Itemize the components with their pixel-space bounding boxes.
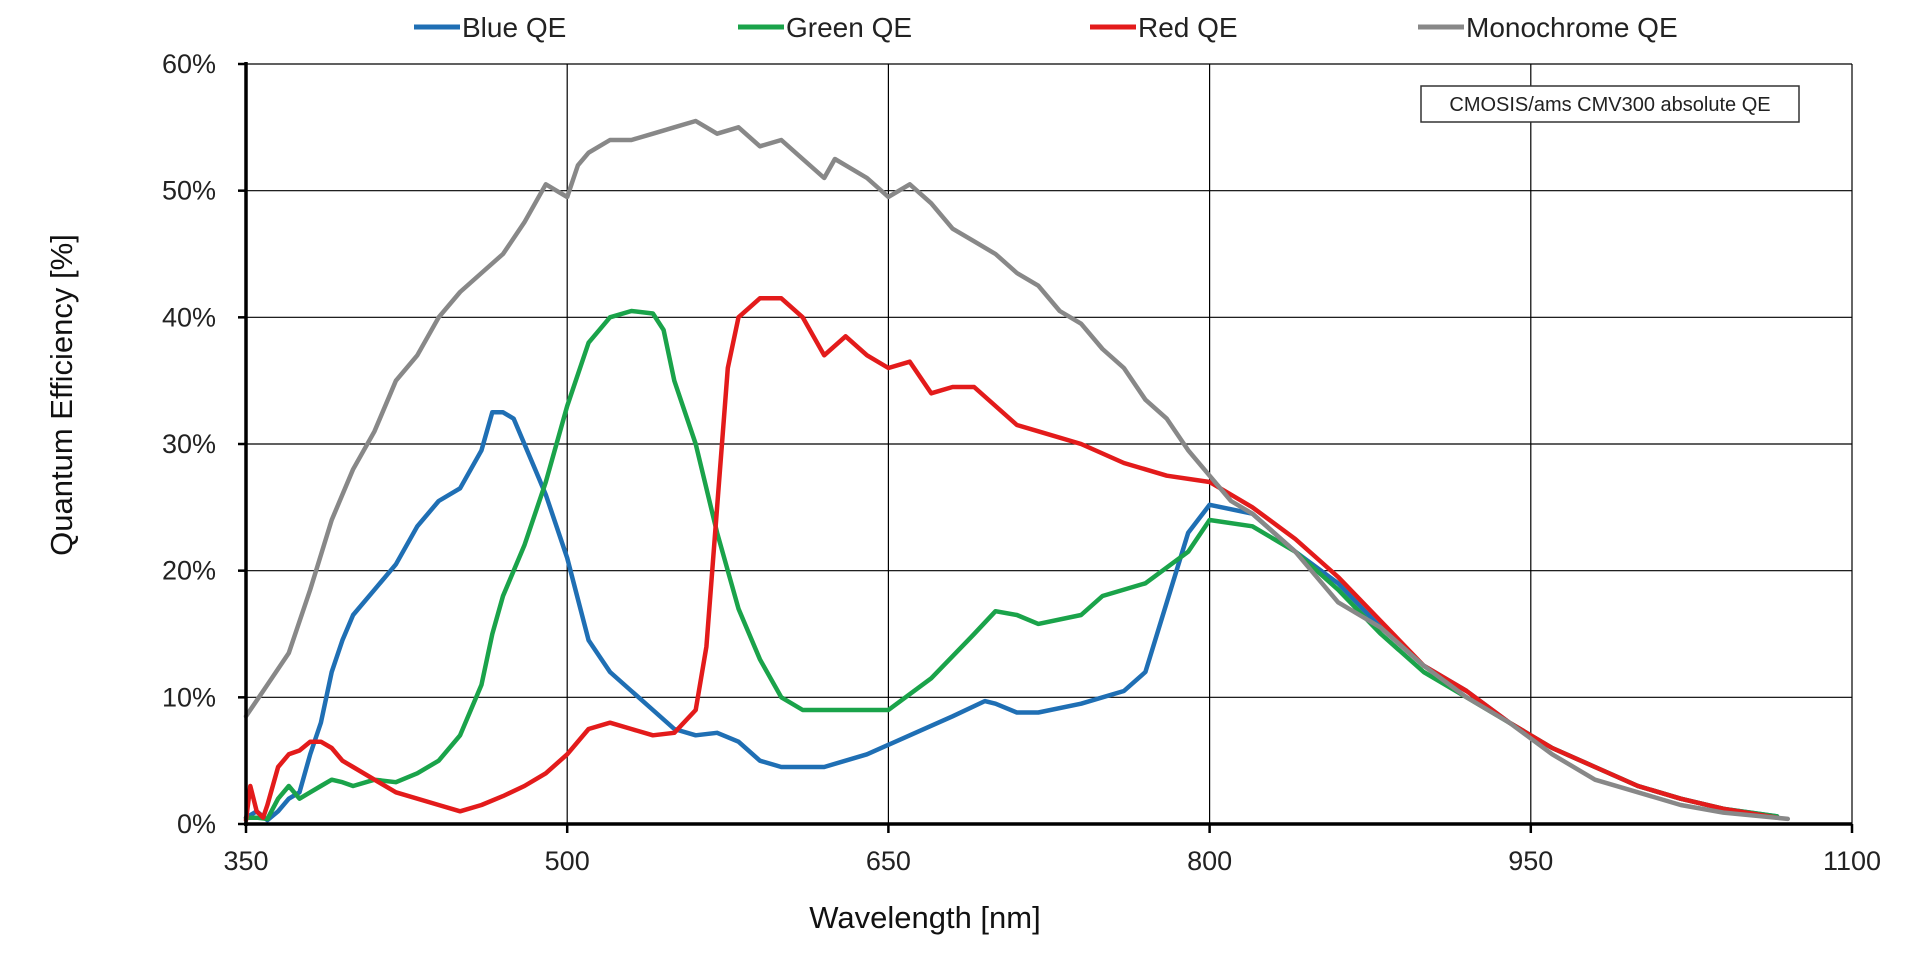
x-axis-title: Wavelength [nm] [809,900,1040,935]
series-line-red-qe [243,296,1780,823]
y-tick-label: 10% [162,682,216,712]
series-line-monochrome-qe [243,118,1791,822]
series-layer [243,118,1791,823]
y-tick-label: 40% [162,302,216,332]
annotation-box: CMOSIS/ams CMV300 absolute QE [1420,85,1800,123]
legend-label-red-qe: Red QE [1138,12,1238,43]
legend-label-green-qe: Green QE [786,12,912,43]
x-tick-label: 500 [545,846,590,876]
legend-label-monochrome-qe: Monochrome QE [1466,12,1678,43]
legend: Blue QE Green QE Red QE Monochrome QE [414,12,1678,43]
series-line-blue-qe [243,410,1780,823]
x-tick-label: 950 [1508,846,1553,876]
legend-label-blue-qe: Blue QE [462,12,566,43]
x-tick-label: 1100 [1823,846,1881,876]
x-tick-label: 650 [866,846,911,876]
tick-labels: 0% 10% 20% 30% 40% 50% 60% 350 500 650 800 950 1100 [162,49,1881,876]
y-tick-label: 0% [177,809,216,839]
series-line-green-qe [243,308,1780,822]
y-tick-label: 30% [162,429,216,459]
x-tick-label: 800 [1187,846,1232,876]
x-tick-label: 350 [223,846,268,876]
y-tick-label: 50% [162,176,216,206]
y-tick-label: 20% [162,556,216,586]
annotation-text: CMOSIS/ams CMV300 absolute QE [1449,94,1770,116]
y-axis-title: Quantum Efficiency [%] [44,234,79,556]
y-tick-label: 60% [162,49,216,79]
axes [238,62,1854,833]
annotation-frame [1420,85,1800,123]
